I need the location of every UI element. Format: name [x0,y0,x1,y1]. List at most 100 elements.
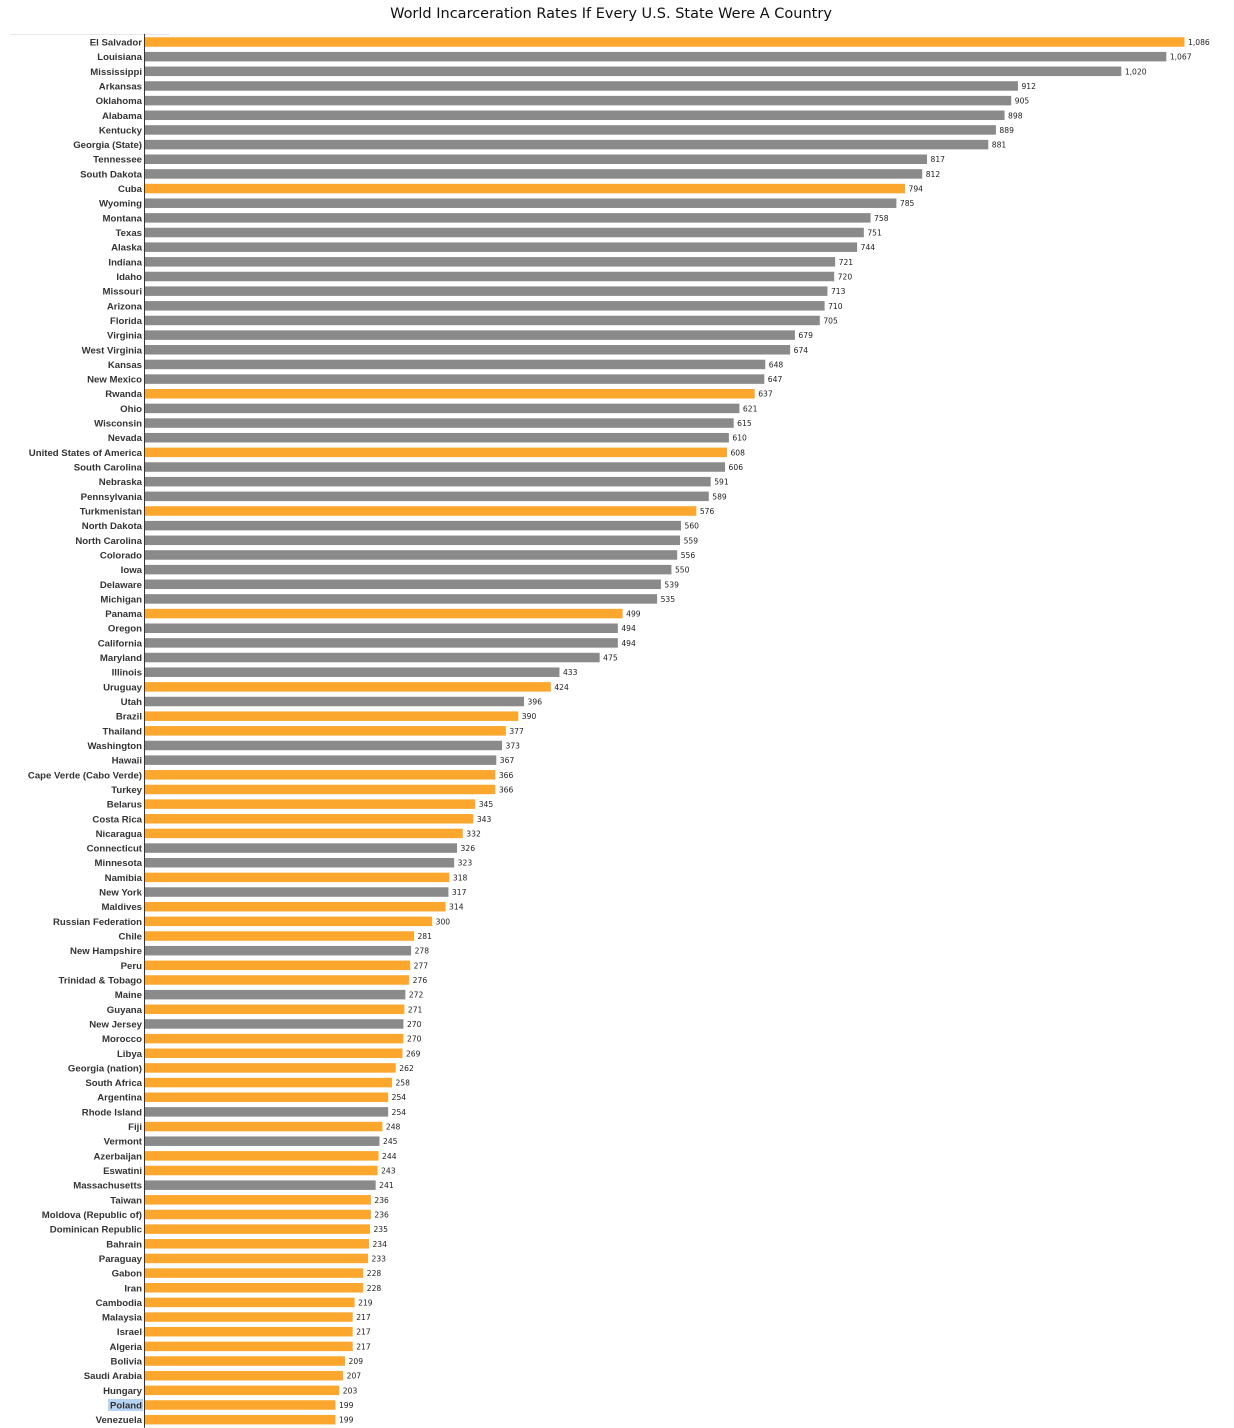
bar[interactable] [145,95,1012,106]
bar[interactable] [145,667,560,677]
value-label: 199 [339,1416,354,1425]
bar[interactable] [145,257,836,267]
bar[interactable] [145,213,871,223]
bar[interactable] [145,447,727,458]
bar[interactable] [145,1107,389,1117]
bar[interactable] [145,784,496,795]
bar[interactable] [145,374,765,384]
bar[interactable] [145,520,682,531]
bar[interactable] [145,1224,370,1234]
value-label: 241 [379,1181,394,1190]
bar[interactable] [145,1004,405,1015]
bar[interactable] [145,1165,378,1176]
bar[interactable] [145,887,449,897]
bar[interactable] [145,638,618,648]
bar[interactable] [145,1077,392,1088]
bar[interactable] [145,110,1005,121]
bar[interactable] [145,1092,389,1102]
bar[interactable] [145,1400,336,1410]
bar[interactable] [145,506,697,516]
bar[interactable] [145,227,864,238]
category-label: Saudi Arabia [84,1371,143,1382]
bar[interactable] [145,696,525,707]
bar[interactable] [145,462,726,472]
bar[interactable] [145,139,989,150]
bar[interactable] [145,476,711,487]
bar[interactable] [145,51,1167,62]
bar[interactable] [145,901,446,912]
bar[interactable] [145,169,923,179]
bar[interactable] [145,1326,353,1337]
bar[interactable] [145,726,506,736]
bar[interactable] [145,183,906,194]
bar[interactable] [145,1414,336,1425]
bar[interactable] [145,315,820,326]
bar[interactable] [145,242,858,252]
bar[interactable] [145,432,729,443]
bar[interactable] [145,1048,403,1059]
bar[interactable] [145,931,414,941]
bar[interactable] [145,1297,355,1308]
bar[interactable] [145,81,1018,91]
bar[interactable] [145,359,766,370]
bar[interactable] [145,418,734,428]
bar[interactable] [145,857,455,868]
bar[interactable] [145,652,600,663]
bar[interactable] [145,608,623,619]
bar[interactable] [145,989,406,1000]
bar[interactable] [145,960,411,971]
bar[interactable] [145,388,755,399]
bar[interactable] [145,535,681,546]
bar[interactable] [145,828,463,839]
bar[interactable] [145,975,410,985]
bar[interactable] [145,682,551,692]
bar[interactable] [145,1370,344,1381]
bar[interactable] [145,814,474,824]
bar[interactable] [145,623,618,633]
bar[interactable] [145,198,897,208]
bar[interactable] [145,799,476,809]
bar[interactable] [145,1312,353,1322]
bar[interactable] [145,770,496,780]
bar[interactable] [145,1019,404,1029]
bar[interactable] [145,1385,340,1396]
bar[interactable] [145,301,825,311]
bar[interactable] [145,1121,383,1132]
bar[interactable] [145,1341,353,1352]
value-label: 560 [685,522,700,531]
bar[interactable] [145,1283,364,1293]
bar[interactable] [145,872,450,883]
bar[interactable] [145,66,1122,77]
bar[interactable] [145,37,1185,47]
bar[interactable] [145,1136,380,1146]
value-label: 207 [347,1372,362,1381]
bar[interactable] [145,564,672,575]
bar[interactable] [145,1151,379,1161]
bar[interactable] [145,916,433,927]
bar[interactable] [145,286,828,296]
bar[interactable] [145,1356,346,1366]
bar[interactable] [145,1063,396,1073]
bar[interactable] [145,579,661,590]
bar[interactable] [145,403,740,414]
bar[interactable] [145,1180,376,1190]
bar[interactable] [145,345,791,355]
bar[interactable] [145,1239,369,1249]
bar[interactable] [145,711,519,721]
bar[interactable] [145,1253,369,1264]
bar[interactable] [145,271,835,282]
bar[interactable] [145,594,658,604]
bar[interactable] [145,550,678,560]
bar[interactable] [145,945,412,956]
bar[interactable] [145,154,928,164]
bar[interactable] [145,330,795,340]
bar[interactable] [145,843,458,853]
bar[interactable] [145,125,996,135]
bar[interactable] [145,1268,364,1278]
bar[interactable] [145,491,709,502]
bar[interactable] [145,1195,371,1205]
bar[interactable] [145,1209,371,1220]
bar[interactable] [145,740,503,751]
bar[interactable] [145,755,497,765]
bar[interactable] [145,1033,404,1044]
